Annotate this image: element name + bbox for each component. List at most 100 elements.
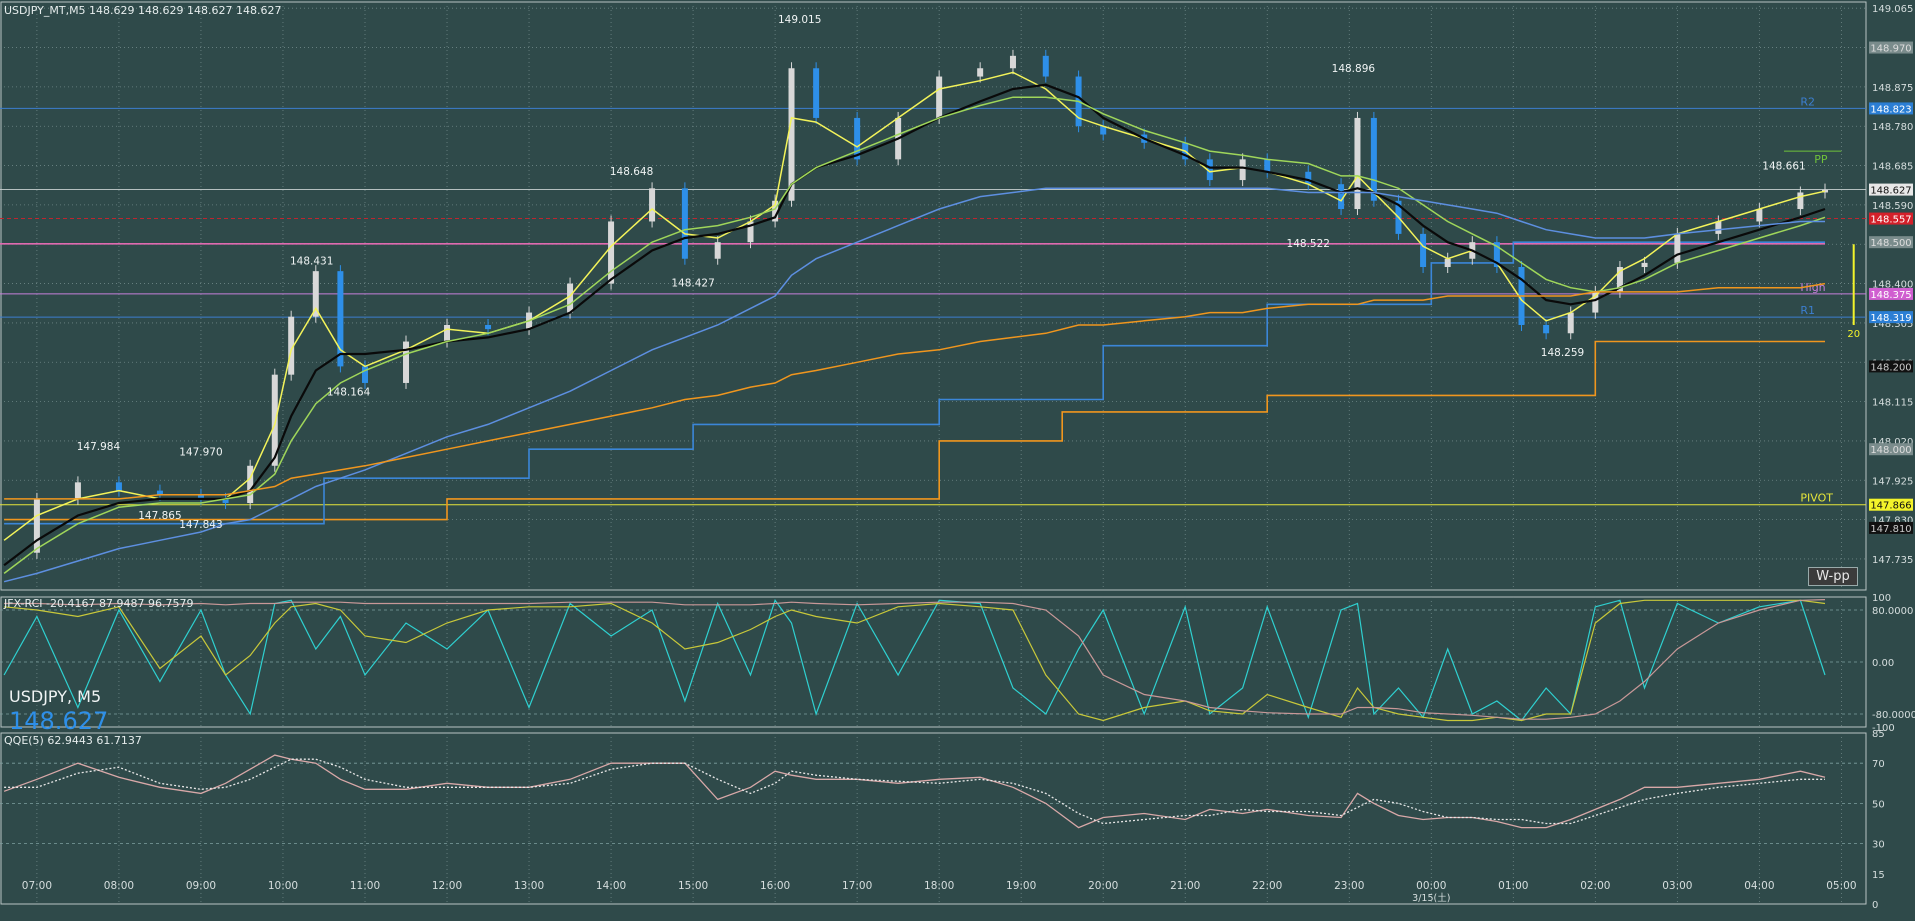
candle-body <box>1592 291 1599 313</box>
price-annotation: 147.984 <box>77 441 121 453</box>
candle-body <box>271 374 278 466</box>
candle-body <box>788 68 795 201</box>
wpp-button[interactable]: W-pp <box>1808 567 1858 586</box>
qqe-panel[interactable] <box>0 754 1866 845</box>
panel-border-qqe <box>0 732 1867 905</box>
price-tick-label: 147.925 <box>1872 476 1913 487</box>
price-tag-label: 147.810 <box>1870 524 1911 535</box>
level-label-pivot: PIVOT <box>1800 492 1833 505</box>
price-annotation: 148.259 <box>1541 347 1584 359</box>
candle-body <box>1616 267 1623 292</box>
time-tick-label: 13:00 <box>514 880 544 892</box>
candle-body <box>1100 126 1107 135</box>
price-tag-bg <box>1869 498 1913 511</box>
moving-average-line-1 <box>3 83 1826 567</box>
candle-body <box>1756 209 1763 222</box>
candle-body <box>936 76 943 118</box>
moving-average-line-0 <box>3 71 1826 541</box>
candle-body <box>1354 117 1361 210</box>
qqe-tick-label: 15 <box>1872 870 1885 881</box>
candle-body <box>222 498 229 504</box>
price-tag-bg <box>1869 41 1913 54</box>
candle-body <box>813 68 820 118</box>
rci-panel[interactable] <box>0 598 1866 722</box>
rci-indicator-info: JFX-RCI -20.4167 87.9487 96.7579 <box>4 597 194 610</box>
rci-tick-label: 0.00 <box>1872 658 1894 669</box>
time-axis: 07:00 08:00 09:00 10:00 11:00 12:00 13:00 14:00… <box>22 880 1857 904</box>
time-tick-label: 04:00 <box>1744 880 1774 892</box>
candle-body <box>1543 324 1550 334</box>
date-label: 3/15(土) <box>1412 892 1450 904</box>
candle-body <box>197 494 204 499</box>
rci-tick-label: -80.0000 <box>1872 710 1915 721</box>
moving-average-line-3 <box>3 187 1825 583</box>
candle-body <box>747 221 754 243</box>
candle-body <box>1206 159 1213 181</box>
price-annotation: 148.522 <box>1287 238 1330 250</box>
price-tick-label: 148.780 <box>1872 122 1913 133</box>
moving-average-line-4 <box>4 282 1826 500</box>
price-tag-bg <box>1869 212 1913 225</box>
candle-body <box>115 482 122 491</box>
price-tag-bg <box>1869 287 1913 300</box>
price-annotation: 148.164 <box>327 386 371 398</box>
candle-body <box>74 482 81 499</box>
candle-body <box>1239 159 1246 181</box>
price-annotation: 148.896 <box>1332 63 1376 75</box>
price-annotation: 148.427 <box>671 277 714 289</box>
chart-header-info: USDJPY_MT,M5 148.629 148.629 148.627 148… <box>4 4 282 17</box>
time-tick-label: 10:00 <box>268 880 298 892</box>
time-tick-label: 14:00 <box>596 880 626 892</box>
price-tag-label: 148.375 <box>1870 290 1911 301</box>
time-tick-label: 22:00 <box>1252 880 1282 892</box>
time-tick-label: 20:00 <box>1088 880 1118 892</box>
qqe-tick-label: 50 <box>1872 799 1885 810</box>
price-tick-label: 148.685 <box>1872 162 1913 173</box>
candle-body <box>1370 117 1377 201</box>
price-tick-label: 149.065 <box>1872 4 1913 15</box>
time-tick-label: 21:00 <box>1170 880 1200 892</box>
price-tag-label: 148.627 <box>1870 186 1911 197</box>
candle-body <box>1674 233 1681 263</box>
price-tag-bg <box>1869 236 1913 249</box>
qqe-line-1 <box>4 758 1825 825</box>
price-tag-label: 148.557 <box>1870 215 1911 226</box>
price-annotation: 147.843 <box>179 519 222 531</box>
price-tag-bg <box>1869 311 1913 324</box>
qqe-indicator-info: QQE(5) 62.9443 61.7137 <box>4 734 142 747</box>
candle-body <box>1715 221 1722 234</box>
candle-body <box>1493 242 1500 268</box>
price-tick-label: 147.735 <box>1872 555 1913 566</box>
price-annotation: 147.970 <box>179 447 222 459</box>
candle-body <box>156 490 163 495</box>
qqe-tick-label: 70 <box>1872 759 1885 770</box>
time-tick-label: 18:00 <box>924 880 954 892</box>
qqe-line-0 <box>3 754 1826 829</box>
time-tick-label: 15:00 <box>678 880 708 892</box>
candle-body <box>403 341 410 383</box>
time-tick-label: 11:00 <box>350 880 380 892</box>
rci-line-1 <box>4 599 1826 722</box>
level-label-r1: R1 <box>1800 304 1815 317</box>
candle-body <box>337 271 344 367</box>
price-tick-label: 148.875 <box>1872 83 1913 94</box>
time-tick-label: 02:00 <box>1580 880 1610 892</box>
candle-body <box>1797 192 1804 210</box>
price-tag-label: 148.200 <box>1870 362 1911 373</box>
candle-body <box>681 188 688 259</box>
qqe-tick-label: 85 <box>1872 729 1885 740</box>
price-tag-bg <box>1869 360 1913 373</box>
price-tick-label: 147.830 <box>1872 516 1913 527</box>
time-tick-label: 17:00 <box>842 880 872 892</box>
price-tag-bg <box>1869 521 1913 534</box>
rci-tick-label: 80.0000 <box>1872 606 1913 617</box>
price-tag-label: 148.500 <box>1870 238 1911 249</box>
symbol-price: 148.627 <box>9 707 109 735</box>
candle-body <box>288 316 295 375</box>
time-tick-label: 16:00 <box>760 880 790 892</box>
candle-body <box>567 283 574 313</box>
grid-lines <box>0 1 1867 905</box>
candle-body <box>485 324 492 330</box>
